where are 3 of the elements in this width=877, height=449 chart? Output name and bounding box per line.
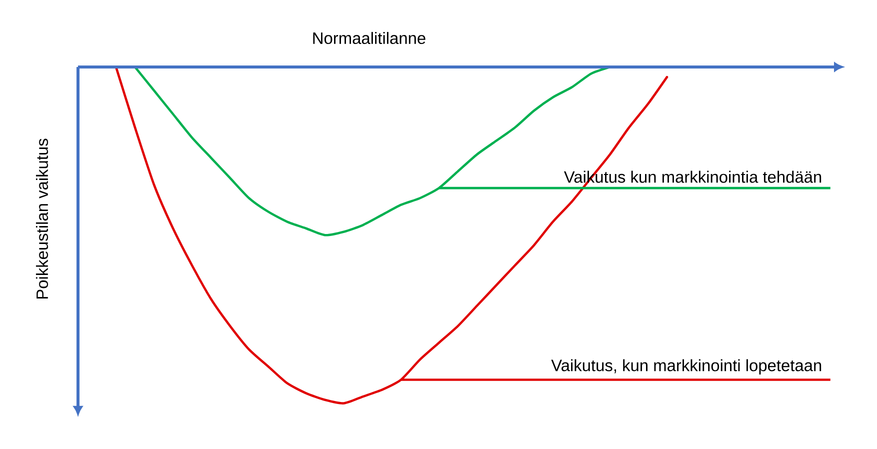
x-axis-title: Normaalitilanne [313, 32, 426, 44]
text: Vaikutus, kun markkinointi lopetetaan [551, 359, 822, 375]
y-axis-title: Poikkeustilan vaikutus [36, 138, 48, 299]
